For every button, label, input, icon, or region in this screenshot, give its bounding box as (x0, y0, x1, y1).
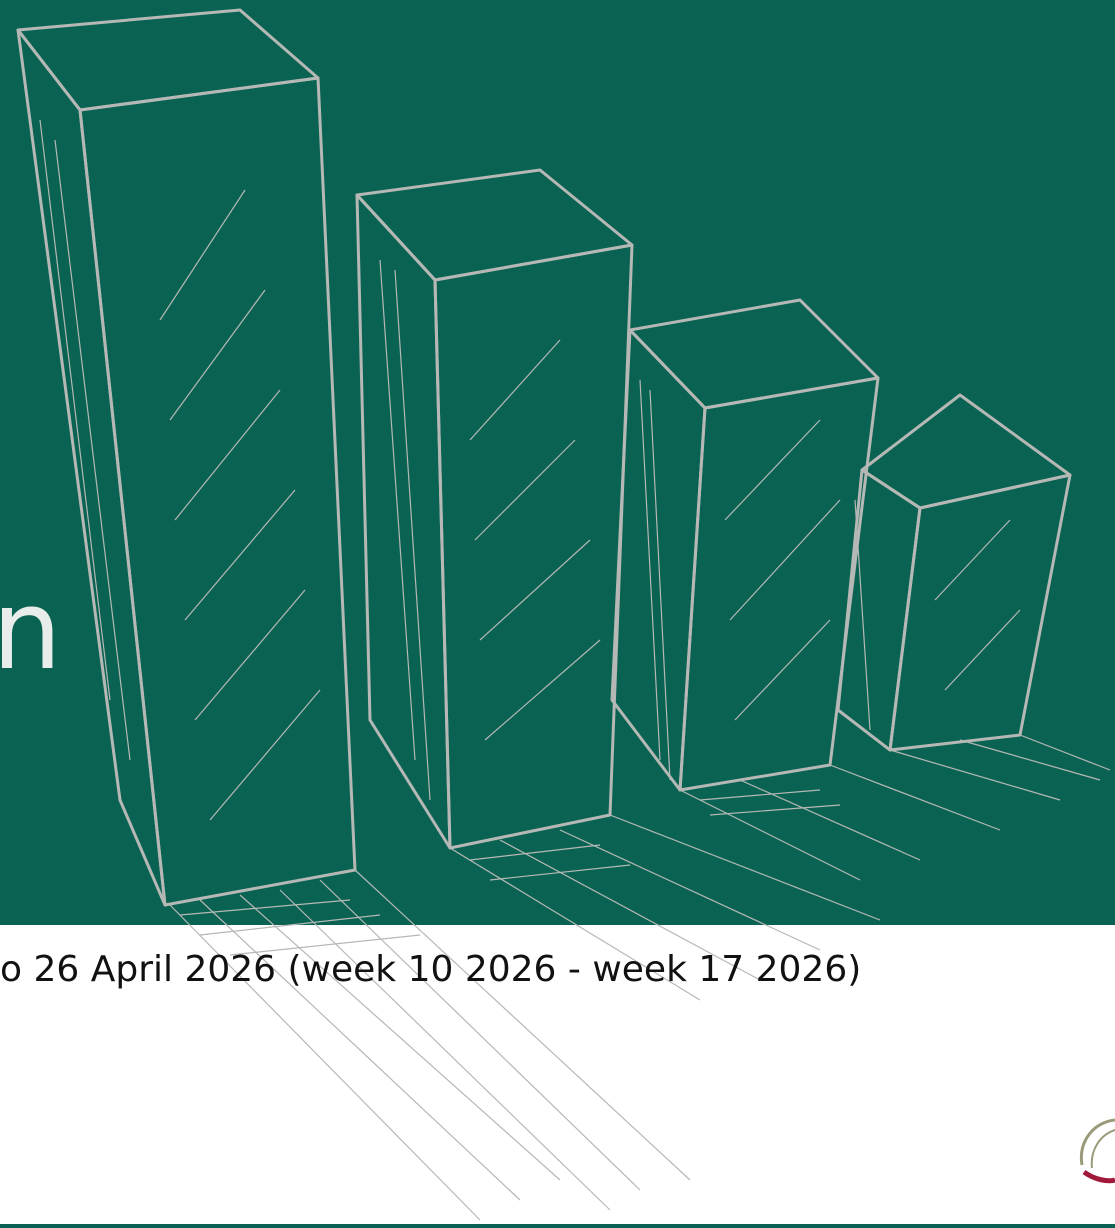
subtitle: o 26 April 2026 (week 10 2026 - week 17 … (0, 952, 861, 988)
hatching (40, 120, 1020, 820)
bar-sketch (357, 170, 632, 848)
bar-sketch (838, 395, 1070, 750)
sketch-bars (0, 0, 1115, 1228)
logo (1070, 1110, 1115, 1190)
title: n (0, 575, 62, 685)
slide: n o 26 April 2026 (week 10 2026 - week 1… (0, 0, 1115, 1228)
bar-sketch (612, 300, 878, 790)
bottom-rule (0, 1224, 1115, 1228)
bar-sketch (18, 10, 355, 905)
